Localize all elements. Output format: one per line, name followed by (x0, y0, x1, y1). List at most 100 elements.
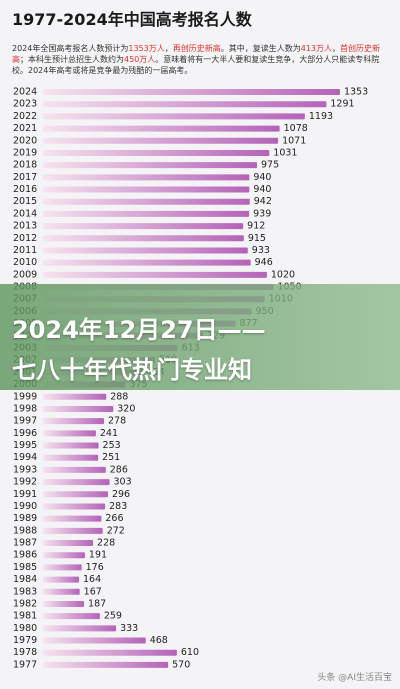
bar (43, 89, 340, 95)
bar (43, 564, 82, 571)
value-label: 1078 (284, 123, 308, 134)
bar (43, 649, 177, 656)
y-tick-label: 2015 (13, 196, 37, 207)
bar (43, 540, 94, 547)
subtitle-part: 2024年全国高考报名人数预计为 (12, 44, 129, 53)
value-label: 333 (120, 623, 138, 634)
y-tick-label: 1990 (13, 501, 37, 512)
bar (43, 491, 108, 498)
bar (43, 223, 244, 230)
value-label: 940 (253, 172, 271, 183)
value-label: 296 (112, 489, 130, 500)
bar (43, 174, 250, 181)
bar (43, 210, 250, 217)
y-tick-label: 1993 (13, 464, 37, 475)
bar (43, 247, 248, 254)
value-label: 1071 (282, 135, 306, 146)
value-label: 942 (254, 196, 272, 207)
value-label: 303 (114, 477, 132, 488)
y-tick-label: 1989 (13, 513, 37, 524)
value-label: 272 (107, 525, 125, 536)
bar (43, 259, 251, 266)
bar (43, 125, 280, 132)
subtitle-part: 首创历史新高 (12, 44, 380, 64)
y-tick-label: 2016 (13, 184, 37, 195)
bar (43, 137, 279, 144)
value-label: 283 (109, 501, 127, 512)
y-tick-label: 1991 (13, 489, 37, 500)
y-tick-label: 1984 (13, 574, 37, 585)
y-tick-label: 1992 (13, 477, 37, 488)
y-tick-label: 2011 (13, 245, 37, 256)
value-label: 912 (247, 221, 265, 232)
bar (43, 430, 96, 437)
y-tick-label: 1998 (13, 403, 37, 414)
bar (43, 466, 106, 473)
bar (43, 588, 80, 595)
y-tick-label: 1996 (13, 428, 37, 439)
y-tick-label: 1986 (13, 550, 37, 561)
y-tick-label: 2022 (13, 111, 37, 122)
y-tick-label: 2013 (13, 221, 37, 232)
value-label: 1020 (271, 269, 295, 280)
subtitle-part: 1353万人 (128, 44, 165, 53)
value-label: 241 (100, 428, 118, 439)
value-label: 610 (181, 647, 199, 658)
value-label: 164 (83, 574, 101, 585)
value-label: 286 (110, 464, 128, 475)
value-label: 251 (102, 452, 120, 463)
watermark: 头条 @AI生活百宝 (317, 673, 392, 683)
bar (43, 101, 327, 108)
subtitle-part: ， (164, 44, 173, 53)
y-tick-label: 1988 (13, 525, 37, 536)
bar (43, 198, 250, 205)
value-label: 228 (97, 538, 115, 549)
subtitle-part: 。意味着将有一大半人要和复读生竞争，大部分人只能读专科院校。2024年高考或将是… (12, 55, 380, 75)
bar (43, 661, 169, 668)
y-tick-label: 2012 (13, 233, 37, 244)
value-label: 940 (253, 184, 271, 195)
bar (43, 393, 107, 400)
subtitle-part: 再创历史新高 (172, 44, 221, 53)
y-tick-label: 1980 (13, 623, 37, 634)
y-tick-label: 2024 (13, 87, 37, 98)
value-label: 946 (255, 257, 273, 268)
y-tick-label: 2020 (13, 135, 37, 146)
y-tick-label: 2018 (13, 160, 37, 171)
bar (43, 600, 85, 607)
bar (43, 552, 85, 559)
subtitle-part: 。其中，复读生人数为 (220, 44, 301, 53)
banner-line[interactable]: 七八十年代热门专业知 (12, 356, 252, 384)
bar (43, 527, 103, 534)
value-label: 187 (88, 598, 106, 609)
chart-subtitle: 2024年全国高考报名人数预计为1353万人，再创历史新高。其中，复读生人数为4… (12, 43, 388, 76)
y-tick-label: 1985 (13, 562, 37, 573)
value-label: 915 (248, 233, 266, 244)
banner[interactable]: 2024年12月27日—— 七八十年代热门专业知 (0, 284, 400, 390)
y-tick-label: 2021 (13, 123, 37, 134)
value-label: 191 (89, 550, 107, 561)
y-tick-label: 2019 (13, 147, 37, 158)
value-label: 320 (117, 403, 135, 414)
y-tick-label: 2023 (13, 99, 37, 110)
value-label: 167 (84, 586, 102, 597)
bar (43, 479, 110, 486)
value-label: 570 (172, 659, 190, 670)
value-label: 288 (110, 391, 128, 402)
value-label: 933 (252, 245, 270, 256)
bar (43, 418, 105, 425)
y-tick-label: 2009 (13, 269, 37, 280)
y-tick-label: 1999 (13, 391, 37, 402)
bar (43, 515, 102, 522)
bar (43, 625, 117, 632)
value-label: 939 (253, 208, 271, 219)
y-tick-label: 2014 (13, 208, 37, 219)
banner-line[interactable]: 2024年12月27日—— (12, 316, 266, 344)
bar (43, 503, 106, 510)
bar (43, 186, 250, 193)
chart-title: 1977-2024年中国高考报名人数 (12, 10, 252, 29)
y-tick-label: 1982 (13, 598, 37, 609)
value-label: 1193 (309, 111, 333, 122)
y-tick-label: 1987 (13, 538, 37, 549)
value-label: 1353 (344, 87, 368, 98)
